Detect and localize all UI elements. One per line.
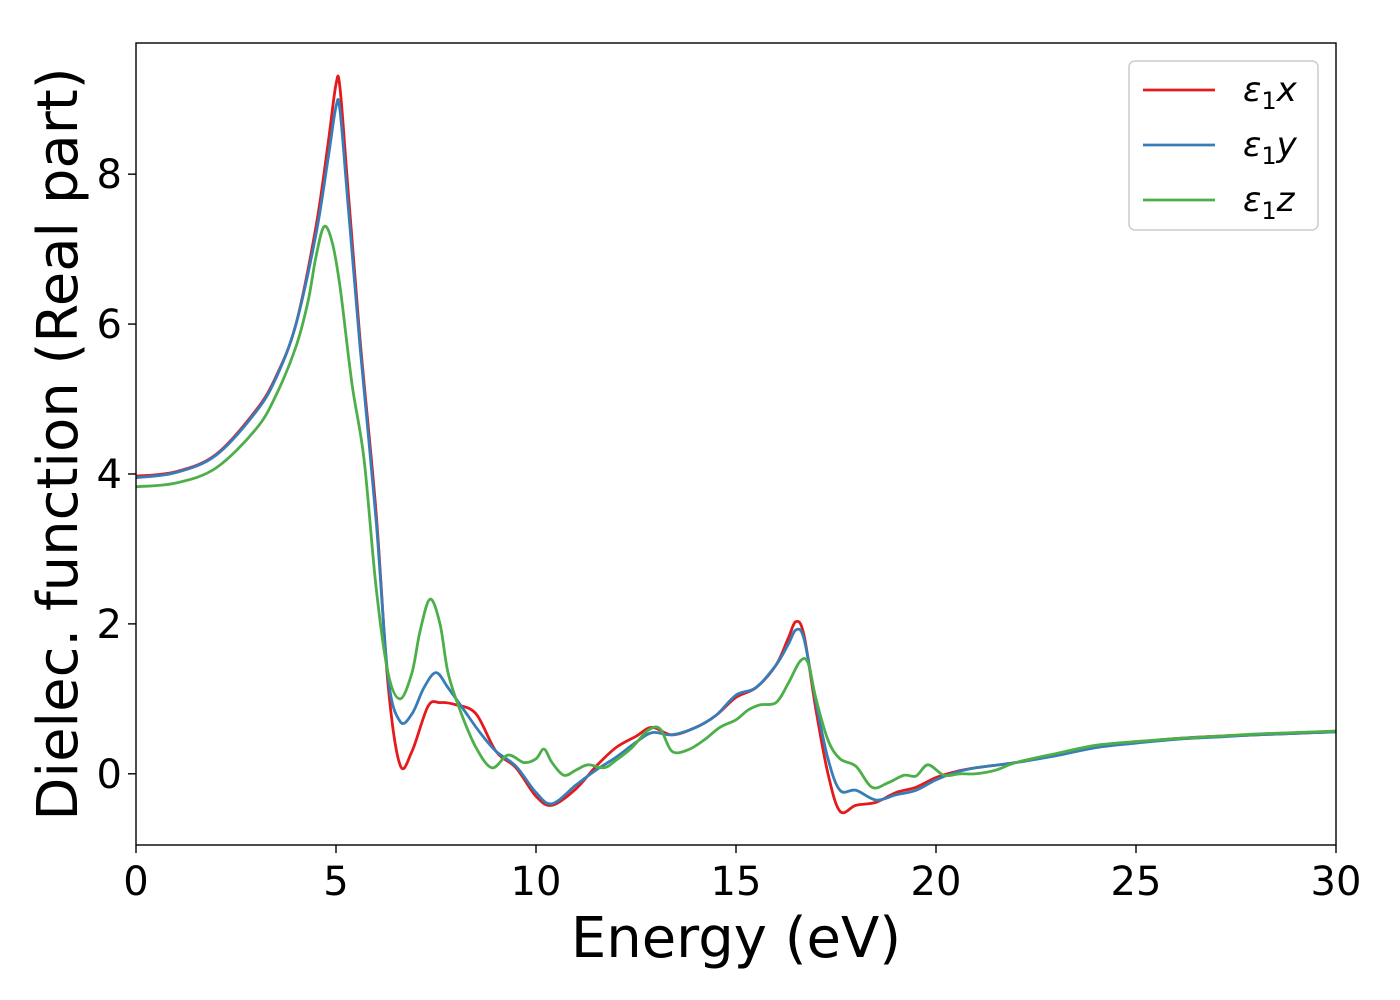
x-axis-label: Energy (eV)	[571, 906, 901, 971]
x-tick-label: 25	[1111, 859, 1162, 905]
y-tick-label: 8	[97, 152, 122, 198]
y-tick-label: 2	[97, 602, 122, 648]
legend-label-y: ε1y	[1243, 125, 1298, 170]
x-tick-label: 0	[123, 859, 148, 905]
y-axis: 0 2 4 6 8	[97, 152, 136, 798]
series-line-y	[136, 98, 1336, 806]
series-layer	[136, 74, 1336, 815]
y-axis-label: Dielec. function (Real part)	[26, 67, 91, 820]
y-tick-label: 6	[97, 302, 122, 348]
legend-label-z: ε1z	[1243, 180, 1296, 225]
series-line-z	[136, 224, 1336, 790]
x-tick-label: 5	[323, 859, 348, 905]
x-tick-label: 30	[1311, 859, 1362, 905]
y-tick-label: 4	[97, 452, 122, 498]
legend-label-x: ε1x	[1243, 70, 1298, 115]
x-tick-label: 10	[511, 859, 562, 905]
y-tick-label: 0	[97, 752, 122, 798]
legend-box	[1128, 60, 1319, 231]
x-tick-label: 20	[911, 859, 962, 905]
x-axis: 0 5 10 15 20 25 30	[123, 845, 1361, 905]
x-tick-label: 15	[711, 859, 762, 905]
legend: ε1x ε1y ε1z	[1128, 60, 1319, 231]
